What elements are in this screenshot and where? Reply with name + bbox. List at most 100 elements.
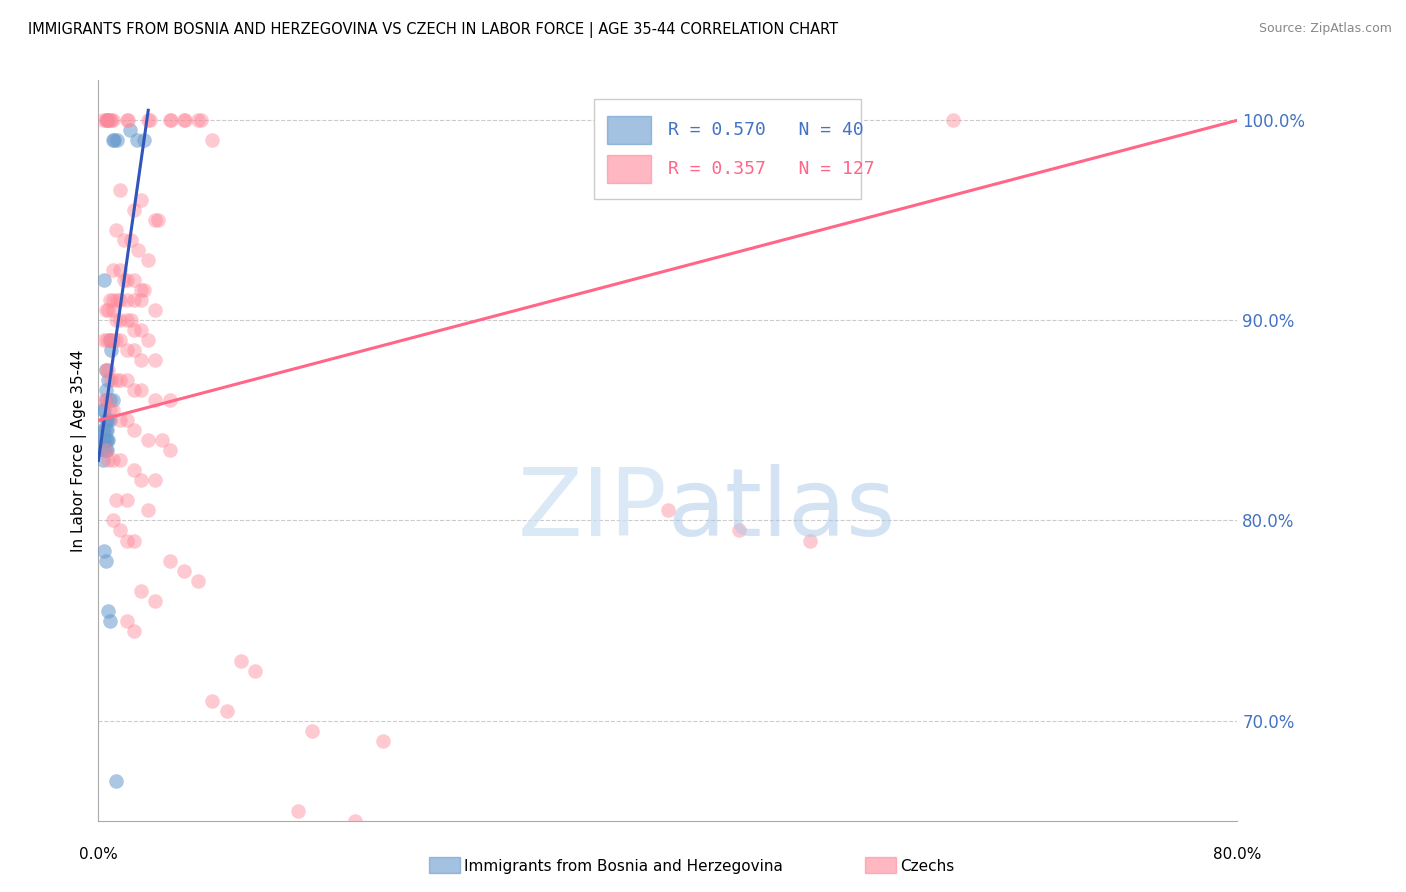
- Point: [129, 323, 152, 337]
- Point: [91, 424, 114, 438]
- Point: [108, 373, 131, 387]
- Point: [201, 693, 224, 707]
- Text: Immigrants from Bosnia and Herzegovina: Immigrants from Bosnia and Herzegovina: [464, 859, 783, 873]
- Point: [115, 614, 138, 628]
- Point: [145, 353, 167, 368]
- Point: [115, 313, 138, 327]
- Point: [136, 334, 159, 348]
- Point: [136, 253, 159, 268]
- Point: [93, 424, 115, 438]
- Point: [115, 373, 138, 387]
- Point: [97, 303, 120, 318]
- Point: [148, 213, 170, 227]
- Y-axis label: In Labor Force | Age 35-44: In Labor Force | Age 35-44: [72, 350, 87, 551]
- Point: [145, 474, 167, 488]
- Text: Source: ZipAtlas.com: Source: ZipAtlas.com: [1258, 22, 1392, 36]
- Point: [115, 343, 138, 358]
- Point: [173, 113, 195, 128]
- Point: [93, 393, 115, 408]
- Point: [115, 533, 138, 548]
- Point: [373, 733, 395, 747]
- Text: 80.0%: 80.0%: [1213, 847, 1261, 863]
- Point: [108, 183, 131, 197]
- Point: [96, 443, 118, 458]
- Point: [98, 113, 121, 128]
- Point: [215, 704, 238, 718]
- Point: [115, 413, 138, 427]
- Point: [122, 323, 145, 337]
- Point: [94, 434, 117, 448]
- Point: [104, 773, 127, 788]
- Point: [96, 424, 118, 438]
- Point: [96, 413, 118, 427]
- Point: [94, 363, 117, 377]
- Point: [129, 384, 152, 398]
- Point: [115, 273, 138, 287]
- Point: [100, 373, 122, 387]
- Point: [160, 113, 183, 128]
- Point: [98, 403, 121, 417]
- Bar: [607, 116, 651, 144]
- Point: [96, 393, 118, 408]
- Point: [122, 384, 145, 398]
- Point: [108, 263, 131, 277]
- Point: [104, 334, 127, 348]
- Point: [129, 474, 152, 488]
- Point: [93, 403, 115, 417]
- Point: [145, 393, 167, 408]
- Point: [287, 804, 309, 818]
- Point: [91, 403, 114, 417]
- Point: [173, 564, 195, 578]
- Point: [115, 293, 138, 308]
- Bar: [607, 155, 651, 183]
- Point: [129, 194, 152, 208]
- Point: [129, 583, 152, 598]
- Point: [98, 293, 121, 308]
- Point: [93, 273, 115, 287]
- Point: [152, 434, 174, 448]
- Point: [138, 113, 160, 128]
- Point: [129, 284, 152, 298]
- Point: [91, 453, 114, 467]
- Text: IMMIGRANTS FROM BOSNIA AND HERZEGOVINA VS CZECH IN LABOR FORCE | AGE 35-44 CORRE: IMMIGRANTS FROM BOSNIA AND HERZEGOVINA V…: [28, 22, 838, 38]
- Point: [117, 113, 139, 128]
- Point: [201, 133, 224, 147]
- Point: [91, 434, 114, 448]
- Point: [229, 654, 252, 668]
- Point: [96, 434, 118, 448]
- Point: [101, 113, 124, 128]
- Point: [942, 113, 965, 128]
- Point: [728, 524, 751, 538]
- Point: [101, 393, 124, 408]
- Point: [93, 434, 115, 448]
- Point: [190, 113, 212, 128]
- Point: [93, 543, 115, 558]
- Point: [97, 113, 120, 128]
- Point: [94, 424, 117, 438]
- Point: [97, 453, 120, 467]
- Point: [94, 413, 117, 427]
- Point: [101, 263, 124, 277]
- Point: [115, 493, 138, 508]
- Text: ZIP: ZIP: [519, 464, 668, 556]
- Point: [136, 113, 159, 128]
- Point: [94, 384, 117, 398]
- Point: [187, 113, 209, 128]
- Point: [145, 303, 167, 318]
- Point: [101, 514, 124, 528]
- Point: [101, 133, 124, 147]
- Point: [145, 213, 167, 227]
- Point: [104, 493, 127, 508]
- Point: [94, 553, 117, 567]
- Point: [108, 334, 131, 348]
- Point: [93, 443, 115, 458]
- Point: [100, 113, 122, 128]
- Text: 0.0%: 0.0%: [79, 847, 118, 863]
- Point: [105, 133, 128, 147]
- Point: [97, 603, 120, 617]
- Point: [145, 593, 167, 607]
- Point: [101, 293, 124, 308]
- Point: [129, 353, 152, 368]
- Point: [132, 133, 155, 147]
- Point: [120, 233, 142, 247]
